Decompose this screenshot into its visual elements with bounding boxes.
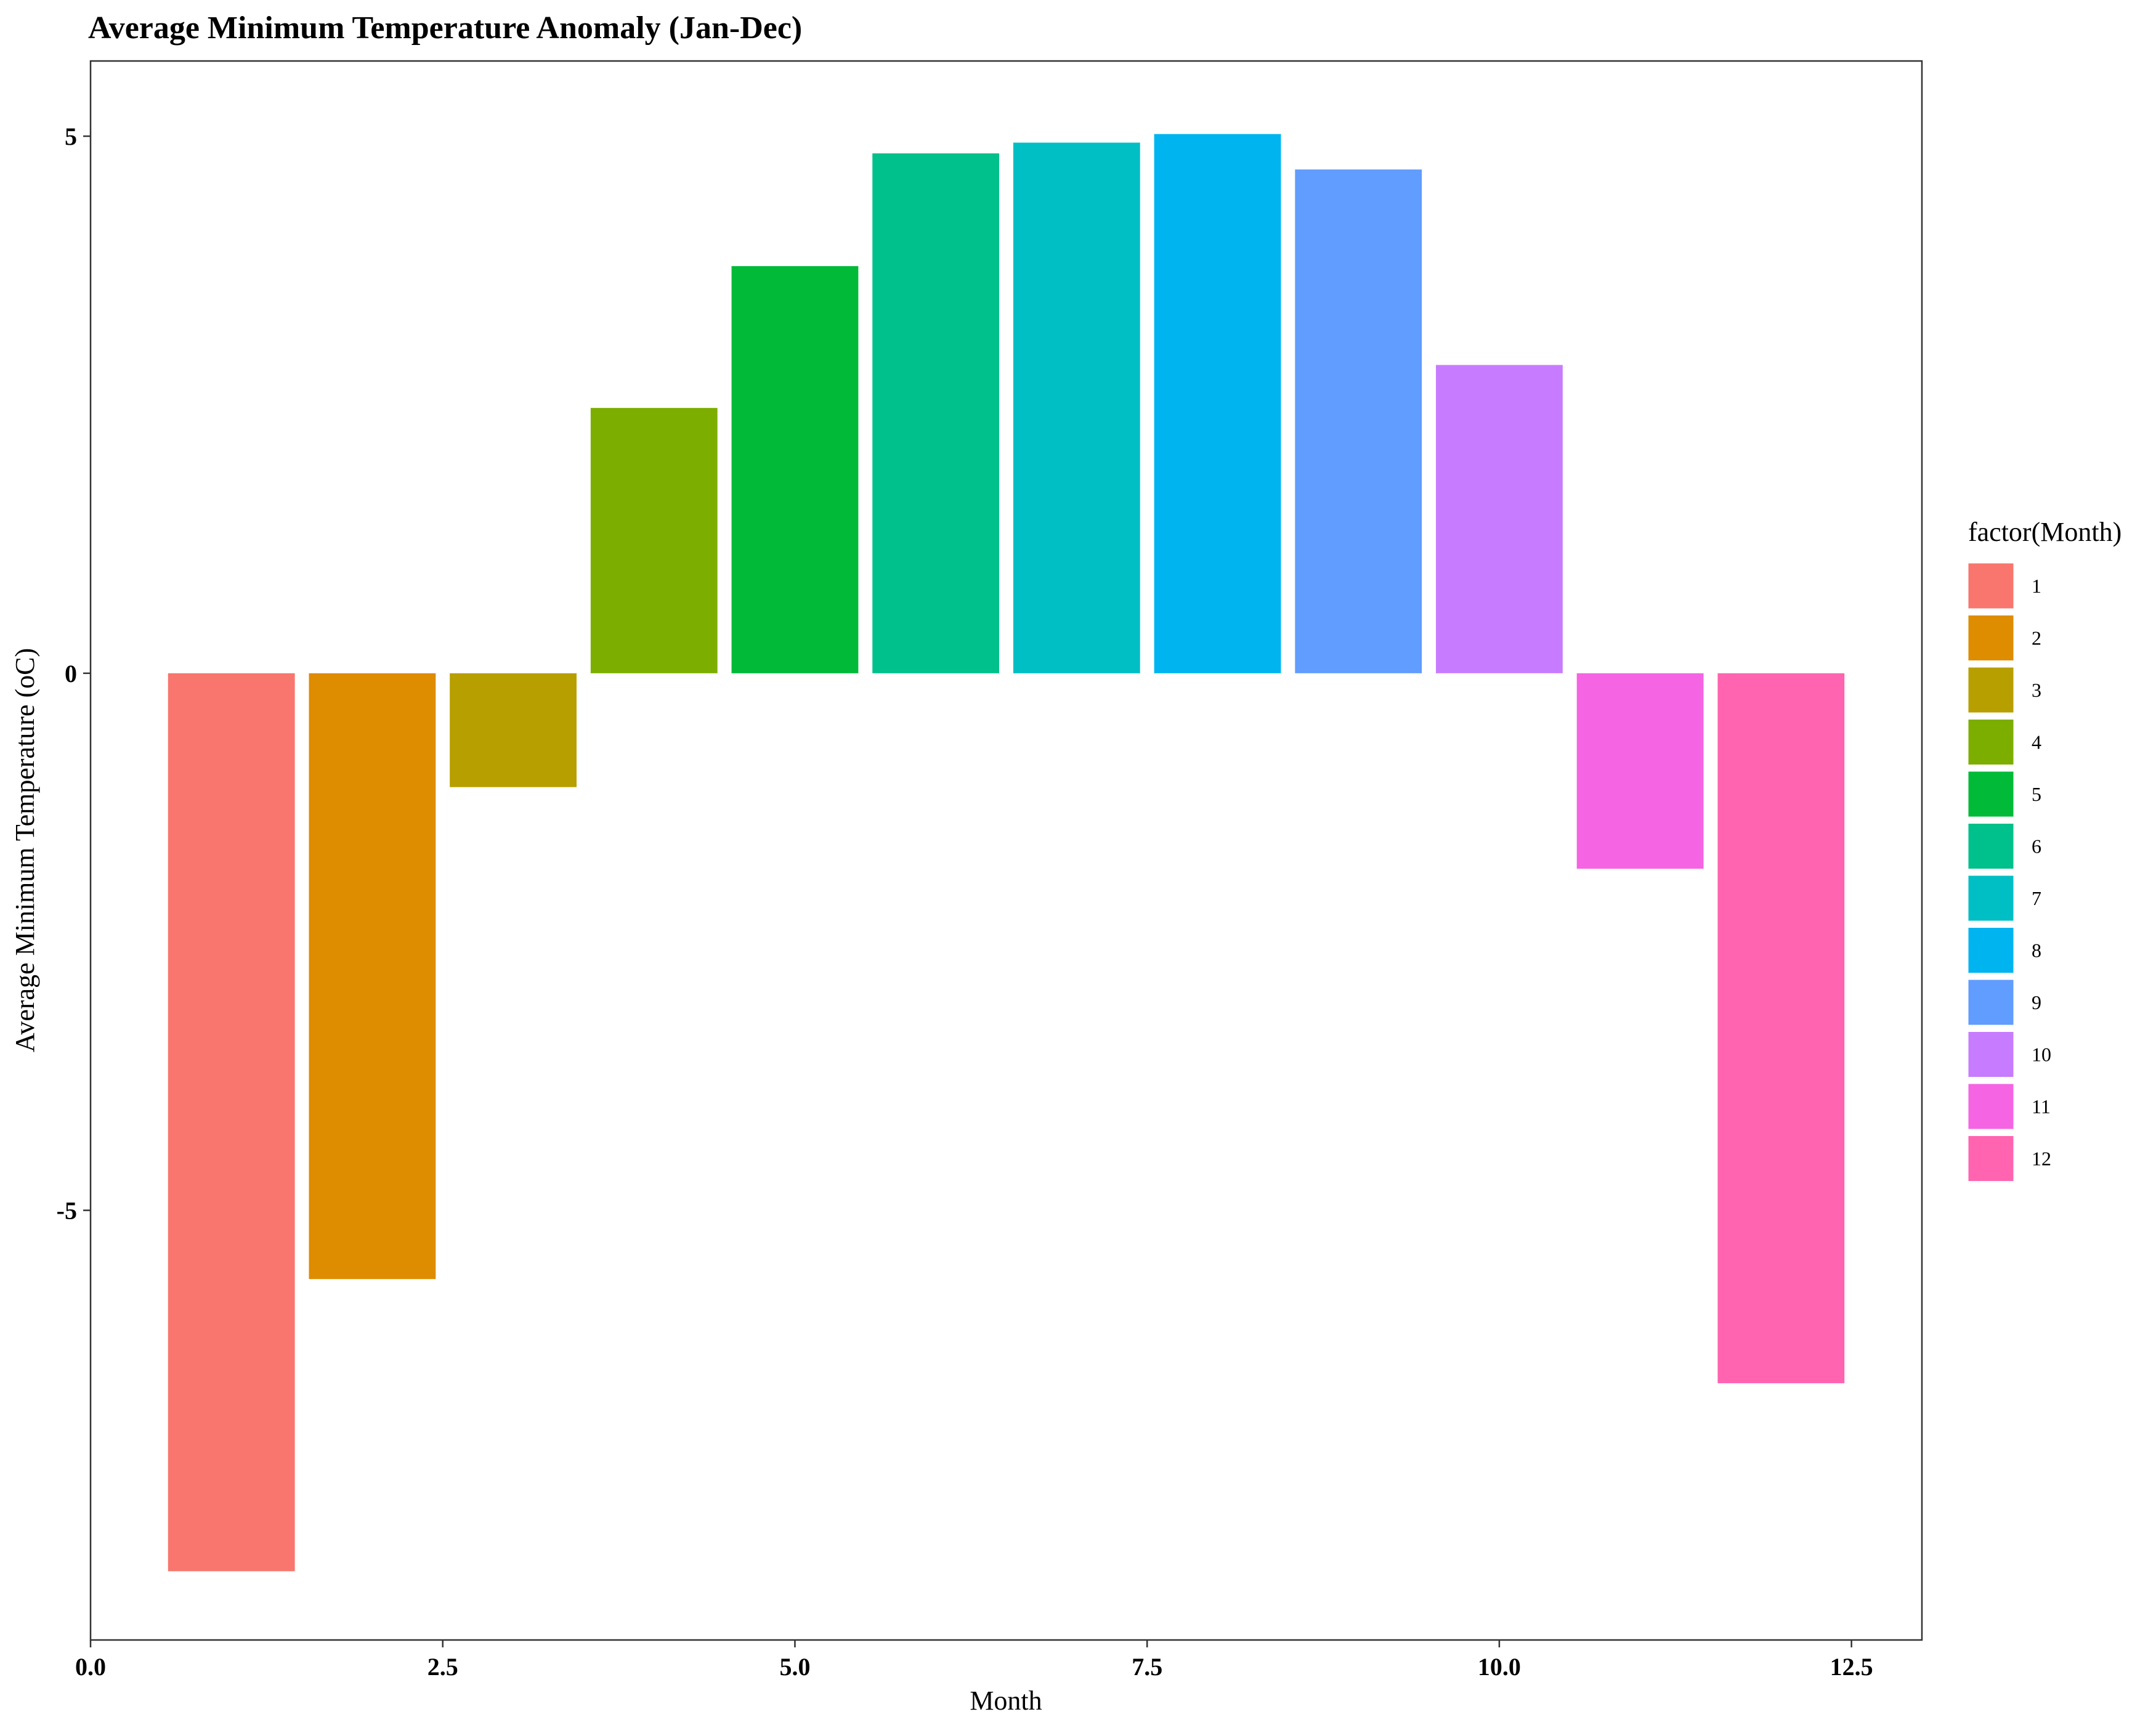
legend-label-5: 5 <box>2032 783 2041 805</box>
y-axis: -5 0 5 <box>57 123 91 1225</box>
legend-label-4: 4 <box>2032 731 2041 753</box>
x-tick-label: 2.5 <box>428 1653 458 1681</box>
y-tick-label: -5 <box>57 1197 77 1225</box>
legend-key-8 <box>1966 926 2016 975</box>
legend-key-3 <box>1966 665 2016 715</box>
legend-label-1: 1 <box>2032 575 2041 597</box>
bar-month-12 <box>1717 673 1845 1384</box>
legend-label-2: 2 <box>2032 627 2041 649</box>
legend-key-11 <box>1966 1082 2016 1131</box>
legend-label-9: 9 <box>2032 991 2041 1013</box>
legend-key-6 <box>1966 822 2016 871</box>
legend-key-1 <box>1966 561 2016 611</box>
x-tick-label: 10.0 <box>1478 1653 1521 1681</box>
bar-month-3 <box>450 673 577 787</box>
bar-month-11 <box>1576 673 1704 869</box>
chart-title: Average Minimum Temperature Anomaly (Jan… <box>88 10 802 46</box>
y-tick-label: 5 <box>65 123 77 150</box>
x-tick-label: 12.5 <box>1830 1653 1873 1681</box>
legend-label-11: 11 <box>2032 1095 2051 1118</box>
x-tick-label: 5.0 <box>779 1653 810 1681</box>
legend-label-6: 6 <box>2032 835 2041 858</box>
bar-month-4 <box>590 408 718 673</box>
legend-label-10: 10 <box>2032 1044 2051 1066</box>
bar-month-1 <box>168 673 295 1572</box>
x-axis: 0.0 2.5 5.0 7.5 10.0 12.5 <box>75 1640 1873 1681</box>
legend-key-9 <box>1966 978 2016 1027</box>
legend-key-4 <box>1966 718 2016 766</box>
bar-month-6 <box>872 153 1000 673</box>
bar-month-9 <box>1295 169 1422 673</box>
x-tick-label: 7.5 <box>1132 1653 1162 1681</box>
bar-month-7 <box>1013 142 1140 673</box>
bars <box>168 134 1845 1572</box>
legend-title: factor(Month) <box>1968 517 2122 547</box>
legend-key-5 <box>1966 769 2016 819</box>
bar-month-5 <box>731 266 859 673</box>
legend-label-3: 3 <box>2032 679 2041 701</box>
x-axis-title: Month <box>970 1686 1042 1716</box>
legend-label-12: 12 <box>2032 1148 2051 1170</box>
legend-key-7 <box>1966 874 2016 923</box>
legend-key-12 <box>1966 1134 2016 1183</box>
legend-label-7: 7 <box>2032 887 2041 909</box>
legend-label-8: 8 <box>2032 940 2041 962</box>
bar-month-8 <box>1154 134 1281 673</box>
x-tick-label: 0.0 <box>75 1653 106 1681</box>
legend-key-2 <box>1966 614 2016 662</box>
bar-month-2 <box>309 673 436 1280</box>
legend-key-10 <box>1966 1030 2016 1079</box>
y-axis-title: Average Minimum Temperature (oC) <box>10 648 40 1052</box>
bar-month-10 <box>1436 365 1563 673</box>
y-tick-label: 0 <box>65 660 77 688</box>
